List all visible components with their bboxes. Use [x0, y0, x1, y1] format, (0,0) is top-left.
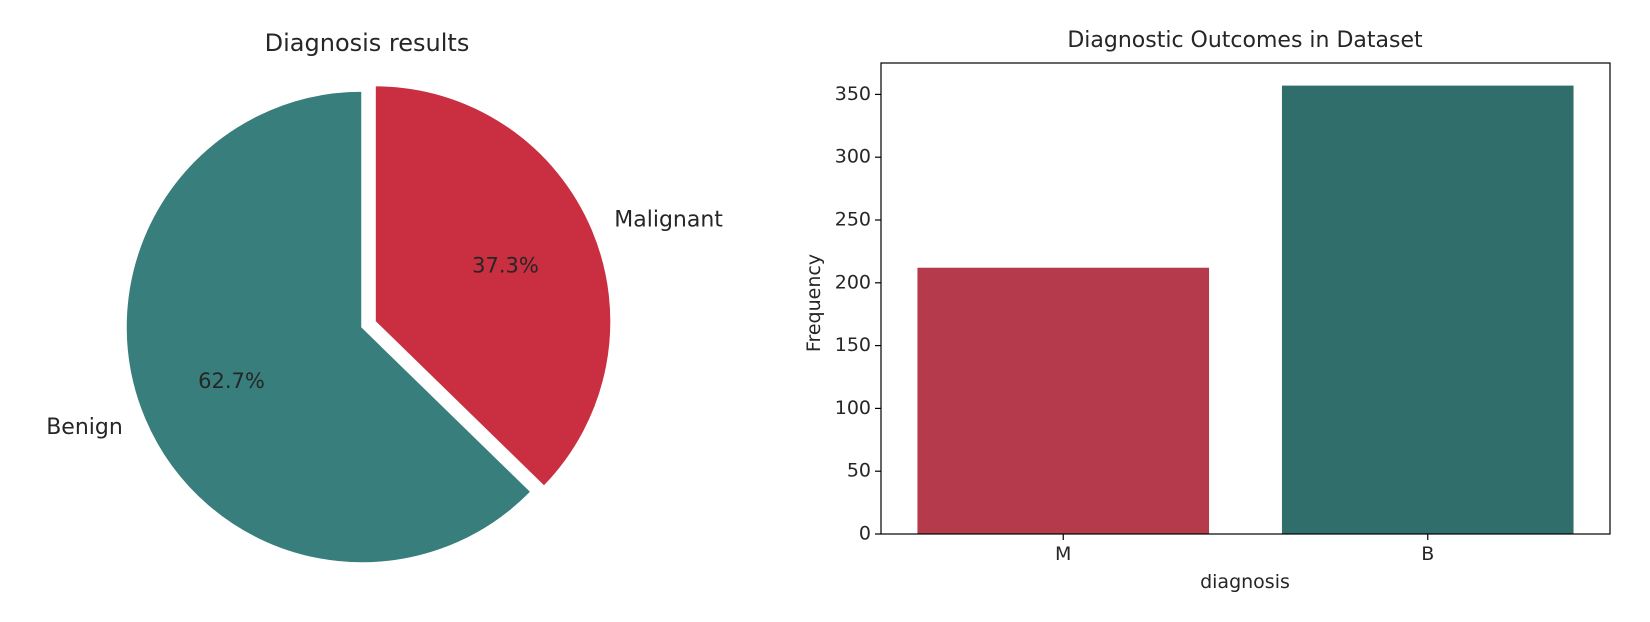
bar-b — [1281, 85, 1574, 534]
pie-slice-malignant — [374, 84, 612, 488]
pie-label-malignant: Malignant — [614, 208, 723, 233]
y-tick-label-300: 300 — [835, 146, 871, 168]
bar-bars — [917, 85, 1574, 534]
pie-pct-label-malignant: 37.3% — [472, 253, 539, 277]
y-axis-label: Frequency — [803, 254, 825, 352]
y-tick-label-50: 50 — [847, 460, 871, 482]
y-tick-label-100: 100 — [835, 397, 871, 419]
y-tick-label-350: 350 — [835, 83, 871, 105]
y-tick-label-200: 200 — [835, 271, 871, 293]
x-axis-label: diagnosis — [1200, 571, 1290, 593]
x-tick-label-b: B — [1421, 543, 1434, 565]
x-tick-label-m: M — [1055, 543, 1071, 565]
pie-title: Diagnosis results — [265, 29, 470, 57]
plot-frame — [880, 62, 1611, 535]
pie-slice-benign — [125, 90, 533, 564]
pie-labels: 37.3% Malignant 62.7% Benign — [46, 208, 723, 440]
bar-chart: Diagnostic Outcomes in Dataset 0 50 100 150… — [803, 28, 1611, 593]
bar-m — [917, 267, 1210, 534]
pie-chart: Diagnosis results 37.3% Malignant 62.7% Ben… — [46, 29, 723, 564]
pie-slices — [125, 84, 612, 564]
y-tick-label-250: 250 — [835, 209, 871, 231]
bar-title: Diagnostic Outcomes in Dataset — [1067, 28, 1423, 53]
y-tick-label-0: 0 — [859, 523, 871, 545]
y-axis: 0 50 100 150 200 250 300 350 — [835, 83, 881, 545]
pie-label-benign: Benign — [46, 415, 123, 440]
pie-pct-label-benign: 62.7% — [198, 369, 265, 393]
y-tick-label-150: 150 — [835, 334, 871, 356]
